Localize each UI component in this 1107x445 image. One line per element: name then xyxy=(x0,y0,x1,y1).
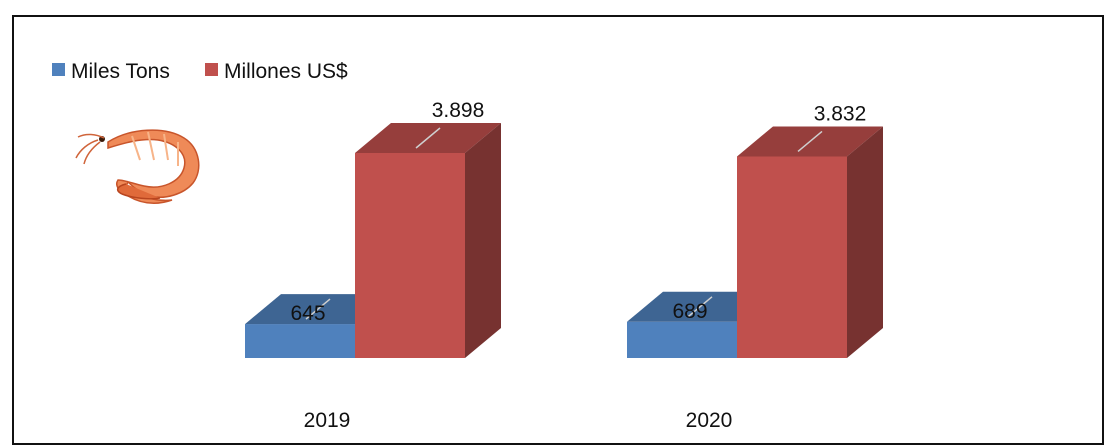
legend-swatch-millones-usd xyxy=(205,63,218,76)
category-labels: 2019 2020 xyxy=(304,409,733,427)
shrimp-icon xyxy=(75,129,200,204)
category-label-2020: 2020 xyxy=(686,409,733,427)
leader-line-2020-miles-tons xyxy=(687,296,713,318)
chart-frame xyxy=(12,15,1104,445)
legend-swatch-miles-tons xyxy=(52,63,65,76)
value-label-2020-millones-usd: 3.832 xyxy=(814,102,867,125)
legend: Miles Tons Millones US$ xyxy=(52,60,348,83)
bars xyxy=(245,123,883,358)
bar-2019-millones-usd xyxy=(355,123,501,358)
bar-2020-miles-tons-front xyxy=(627,321,737,358)
value-label-2019-miles-tons: 645 xyxy=(290,302,325,325)
bar-2020-millones-usd-side xyxy=(847,126,883,358)
legend-label-millones-usd: Millones US$ xyxy=(224,60,348,83)
leader-line-2019-millones-usd xyxy=(415,127,441,149)
bar-2019-millones-usd-side xyxy=(465,123,501,358)
bar-2020-millones-usd-front xyxy=(737,156,847,358)
chart: Miles Tons Millones US$ 645 3.898 689 3.… xyxy=(52,60,883,427)
leader-line-2019-miles-tons xyxy=(305,298,331,320)
leader-line-2020-millones-usd xyxy=(797,130,823,153)
bar-2019-millones-usd-front xyxy=(355,153,465,358)
bar-2020-millones-usd xyxy=(737,126,883,358)
bar-2019-miles-tons-front xyxy=(245,324,355,358)
value-label-2019-millones-usd: 3.898 xyxy=(432,99,485,122)
value-label-2020-miles-tons: 689 xyxy=(672,300,707,323)
category-label-2019: 2019 xyxy=(304,409,351,427)
legend-label-miles-tons: Miles Tons xyxy=(71,60,170,83)
value-labels: 645 3.898 689 3.832 xyxy=(290,99,866,325)
